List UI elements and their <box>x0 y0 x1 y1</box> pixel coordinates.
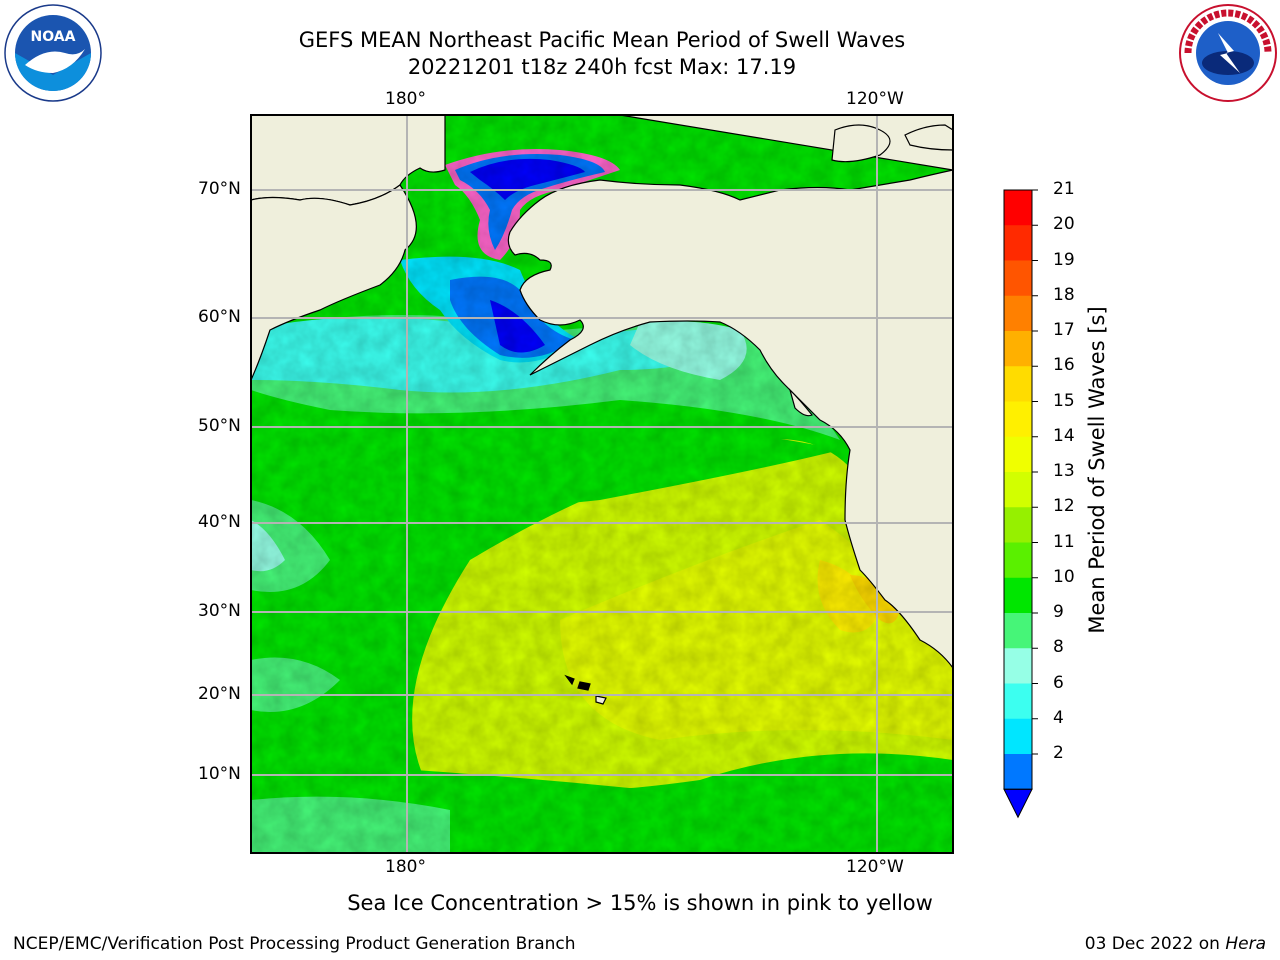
colorbar-tick-label: 12 <box>1053 496 1075 517</box>
colorbar-tick-label: 8 <box>1053 637 1064 658</box>
lon-label-bottom-120w: 120°W <box>846 857 904 877</box>
colorbar-title: Mean Period of Swell Waves [s] <box>1085 306 1109 634</box>
colorbar-tick-label: 20 <box>1053 214 1075 235</box>
colorbar-segment <box>1004 190 1032 226</box>
colorbar <box>1003 189 1038 819</box>
footer-date-text: 03 Dec 2022 on <box>1084 934 1226 954</box>
lat-label-20n: 20°N <box>198 684 241 704</box>
colorbar-tick-label: 6 <box>1053 672 1064 693</box>
colorbar-tick-label: 21 <box>1053 179 1075 199</box>
colorbar-segment <box>1004 754 1032 790</box>
lon-label-bottom-180: 180° <box>385 857 426 877</box>
colorbar-tick-label: 9 <box>1053 602 1064 622</box>
colorbar-tick-label: 13 <box>1053 461 1075 481</box>
colorbar-tick-label: 10 <box>1053 566 1075 587</box>
colorbar-segment <box>1004 542 1032 579</box>
footer-machine: Hera <box>1225 934 1266 954</box>
colorbar-segment <box>1004 718 1032 755</box>
footer-branch: NCEP/EMC/Verification Post Processing Pr… <box>13 934 576 954</box>
noaa-logo: NOAA <box>4 4 102 102</box>
colorbar-segment <box>1004 507 1032 543</box>
lat-label-60n: 60°N <box>198 307 241 327</box>
colorbar-under-arrow <box>1003 788 1033 819</box>
colorbar-segment <box>1004 401 1032 438</box>
colorbar-tick-label: 18 <box>1053 284 1075 305</box>
lat-label-40n: 40°N <box>198 512 241 532</box>
colorbar-segment <box>1004 613 1032 649</box>
colorbar-segment <box>1004 225 1032 261</box>
graticule <box>251 115 953 853</box>
colorbar-segment <box>1004 648 1032 684</box>
lat-label-30n: 30°N <box>198 601 241 621</box>
lon-label-top-180: 180° <box>385 89 426 109</box>
colorbar-segment <box>1004 577 1032 614</box>
colorbar-tick-label: 11 <box>1053 531 1075 552</box>
lat-label-50n: 50°N <box>198 416 241 436</box>
colorbar-frame <box>1003 189 1033 790</box>
land-masses <box>251 115 953 705</box>
lon-label-top-120w: 120°W <box>846 89 904 109</box>
colorbar-segment <box>1004 295 1032 332</box>
map-frame <box>250 114 954 854</box>
colorbar-tick-label: 15 <box>1053 390 1075 411</box>
colorbar-segment <box>1004 436 1032 473</box>
lat-label-70n: 70°N <box>198 179 241 199</box>
colorbar-tick-label: 14 <box>1053 425 1075 446</box>
sea-ice-note: Sea Ice Concentration > 15% is shown in … <box>347 891 933 915</box>
colorbar-segment <box>1004 472 1032 508</box>
footer-date: 03 Dec 2022 on Hera <box>1085 934 1266 954</box>
swell-period-field <box>251 115 953 853</box>
nws-logo <box>1179 4 1277 102</box>
colorbar-segment <box>1004 683 1032 720</box>
colorbar-tick-label: 17 <box>1053 320 1075 340</box>
colorbar-tick-label: 4 <box>1053 707 1064 728</box>
colorbar-segment <box>1004 331 1032 367</box>
colorbar-segment <box>1004 260 1032 297</box>
map-title: GEFS MEAN Northeast Pacific Mean Period … <box>298 28 906 52</box>
map-subtitle: 20221201 t18z 240h fcst Max: 17.19 <box>407 55 797 79</box>
colorbar-tick-label: 19 <box>1053 249 1075 270</box>
noaa-logo-text: NOAA <box>31 29 76 45</box>
colorbar-tick-label: 2 <box>1053 743 1064 763</box>
colorbar-segment <box>1004 366 1032 402</box>
lat-label-10n: 10°N <box>198 764 241 784</box>
colorbar-tick-label: 16 <box>1053 355 1075 376</box>
